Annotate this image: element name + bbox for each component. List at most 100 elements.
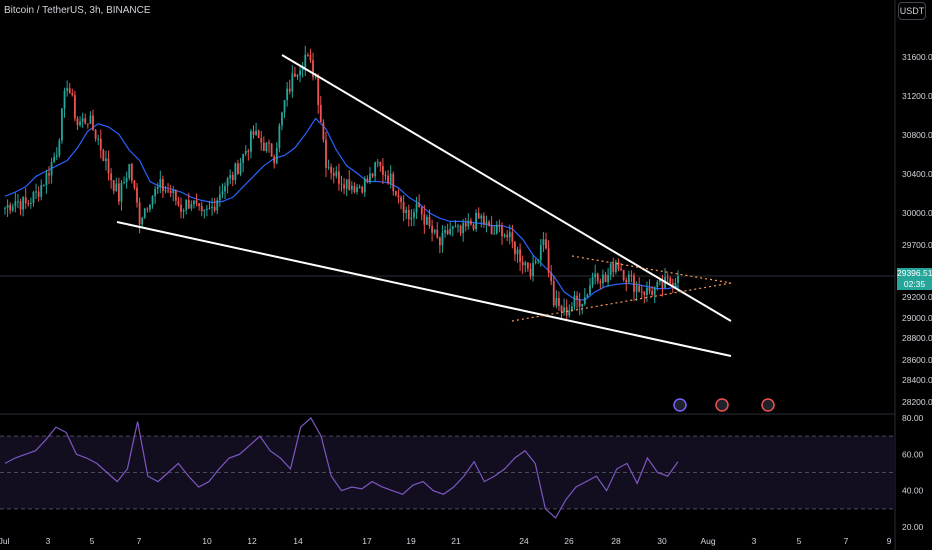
candle-body (216, 200, 219, 211)
candle-body (322, 122, 325, 140)
candle-body (296, 75, 299, 77)
candle-body (262, 142, 265, 152)
candle-body (630, 274, 633, 276)
candle-body (156, 186, 159, 189)
candle-body (164, 190, 167, 192)
candle-body (294, 73, 296, 77)
trendline-drawings[interactable] (116, 54, 732, 357)
lightning-icon (673, 398, 687, 412)
moving-average-line (4, 117, 679, 301)
candle-body (270, 143, 273, 157)
candle-body (110, 173, 113, 181)
candle-body (651, 291, 654, 295)
candle-body (534, 261, 537, 264)
candle-body (22, 197, 25, 210)
candle-body (203, 209, 206, 212)
candle-body (281, 112, 283, 126)
candle-body (273, 156, 276, 164)
candle-body (526, 262, 529, 269)
candle-body (607, 275, 610, 282)
time-tick-label: 17 (362, 536, 372, 546)
candle-body (117, 183, 120, 202)
candle-body (79, 121, 81, 126)
candle-body (237, 163, 239, 175)
candle-body (226, 178, 229, 186)
candle-body (400, 197, 402, 202)
candle-body (169, 190, 172, 194)
time-axis[interactable]: Jul 3 5 7 10 12 14 17 19 21 24 26 28 30 Aug 3 5 7 9 (0, 536, 892, 546)
triangle-lower-line (511, 282, 732, 322)
candle-body (161, 179, 164, 192)
candle-body (529, 268, 532, 277)
currency-button[interactable]: USDT (898, 2, 926, 20)
candle-body (35, 191, 37, 193)
candle-body (182, 210, 185, 212)
candle-body (635, 285, 638, 292)
candle-body (63, 90, 66, 109)
candle-body (177, 200, 180, 205)
time-tick-label: 7 (137, 536, 142, 546)
candle-body (107, 158, 110, 174)
candle-body (438, 237, 441, 246)
candle-body (37, 191, 40, 197)
candle-body (330, 166, 333, 173)
candle-body (428, 216, 431, 227)
candle-body (576, 295, 578, 300)
wedge-lower-line (116, 221, 732, 357)
candle-body (325, 139, 327, 168)
candle-body (283, 100, 286, 113)
candle-body (519, 249, 522, 262)
time-tick-label: 12 (247, 536, 257, 546)
price-tick-label: 28400.00 (902, 375, 932, 385)
candle-body (299, 70, 301, 76)
candle-body (480, 215, 483, 219)
candle-body (348, 179, 351, 190)
time-tick-label: 7 (844, 536, 849, 546)
rsi-line (4, 417, 679, 519)
candle-body (376, 162, 379, 164)
time-tick-label: 9 (887, 536, 892, 546)
time-tick-label: 10 (202, 536, 212, 546)
candle-body (239, 162, 242, 175)
candle-body (451, 226, 454, 229)
time-tick-label: 14 (293, 536, 303, 546)
candle-body (185, 199, 188, 211)
time-tick-label: 5 (797, 536, 802, 546)
candle-body (646, 287, 648, 295)
candle-body (612, 264, 615, 273)
event-markers[interactable] (673, 398, 775, 412)
candle-body (674, 282, 677, 287)
candle-body (123, 181, 125, 183)
candle-body (174, 190, 177, 201)
candle-body (539, 245, 542, 261)
candle-body (537, 260, 540, 262)
candle-body (314, 76, 317, 78)
candle-body (53, 156, 56, 163)
chart-title: Bitcoin / TetherUS, 3h, BINANCE (4, 5, 151, 16)
time-tick-label: 5 (90, 536, 95, 546)
candle-body (666, 277, 669, 279)
candle-body (180, 204, 182, 212)
candle-body (24, 197, 27, 204)
candle-body (190, 204, 193, 209)
candle-body (555, 298, 558, 306)
price-tick-label: 29000.00 (902, 313, 932, 323)
candle-body (446, 230, 449, 235)
candle-body (81, 118, 84, 122)
candle-body (55, 155, 58, 157)
candle-body (677, 276, 679, 283)
candle-body (488, 221, 490, 226)
candle-body (252, 131, 255, 135)
candle-body (133, 180, 136, 188)
candle-body (14, 201, 17, 207)
candle-body (397, 195, 400, 198)
candle-body (200, 205, 203, 212)
candle-body (490, 225, 493, 234)
candle-body (669, 278, 672, 284)
candle-body (410, 217, 413, 220)
candle-body (560, 305, 563, 312)
candle-body (382, 166, 384, 175)
candle-body (431, 226, 433, 233)
price-axis[interactable]: 31600.00 31200.00 30800.00 30400.00 30000.00… (902, 52, 932, 407)
